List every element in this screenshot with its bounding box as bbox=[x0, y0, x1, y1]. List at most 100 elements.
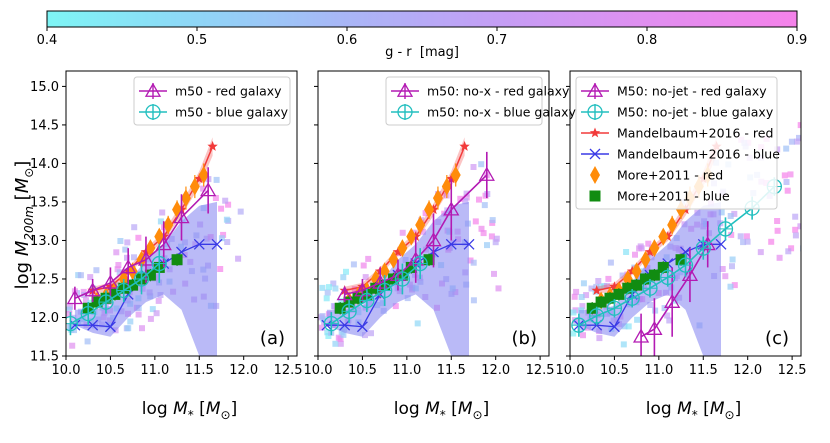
histogram-bin bbox=[727, 213, 734, 219]
x-axis-label: log M* [M⊙] bbox=[394, 399, 489, 422]
histogram-bin bbox=[467, 257, 474, 264]
histogram-bin bbox=[116, 269, 123, 276]
histogram-bin bbox=[200, 185, 207, 192]
triangle-marker bbox=[173, 209, 190, 224]
histogram-bin bbox=[489, 217, 496, 224]
histogram-bin bbox=[77, 272, 84, 279]
colorbar-tick-label: 0.6 bbox=[337, 33, 358, 48]
square-marker bbox=[657, 261, 669, 273]
x-axis-label: log M* [M⊙] bbox=[646, 399, 741, 422]
histogram-bin bbox=[785, 248, 792, 255]
histogram-bin bbox=[603, 282, 610, 289]
x-tick-label: 10.0 bbox=[556, 363, 585, 378]
panel-label: (b) bbox=[512, 328, 537, 349]
square-marker bbox=[91, 296, 103, 308]
histogram-bin bbox=[225, 201, 232, 208]
histogram-bin bbox=[481, 202, 488, 209]
histogram-bin bbox=[93, 267, 100, 274]
histogram-bin bbox=[362, 274, 369, 281]
panel-label: (c) bbox=[765, 328, 789, 349]
histogram-bin bbox=[783, 179, 790, 185]
diamond-marker bbox=[450, 165, 461, 184]
square-marker bbox=[648, 269, 660, 281]
histogram-bin bbox=[729, 256, 736, 263]
triangle-marker bbox=[389, 266, 407, 282]
histogram-bin bbox=[727, 283, 734, 290]
y-tick-label: 11.5 bbox=[30, 350, 59, 365]
triangle-marker bbox=[478, 166, 495, 181]
colorbar-tick-label: 0.4 bbox=[37, 33, 58, 48]
triangle-marker bbox=[137, 251, 155, 266]
diamond-marker bbox=[397, 239, 408, 258]
legend-label: More+2011 - red bbox=[617, 168, 723, 183]
diamond-marker bbox=[432, 189, 443, 208]
diamond-marker bbox=[424, 200, 435, 219]
diamond-marker bbox=[590, 166, 600, 184]
histogram-bin bbox=[80, 288, 87, 295]
histogram-bin bbox=[493, 235, 500, 242]
star-marker bbox=[207, 141, 218, 151]
triangle-marker bbox=[425, 232, 442, 247]
square-marker bbox=[604, 292, 616, 304]
histogram-bin bbox=[155, 297, 162, 304]
histogram-bin bbox=[580, 280, 587, 287]
histogram-bin bbox=[784, 187, 791, 194]
histogram-bin bbox=[596, 335, 603, 342]
histogram-bin bbox=[332, 340, 339, 347]
square-marker bbox=[405, 261, 417, 273]
triangle-marker bbox=[407, 251, 424, 266]
legend-label: m50 - blue galaxy bbox=[175, 105, 289, 120]
triangle-marker bbox=[144, 82, 162, 97]
histogram-bin bbox=[125, 325, 132, 332]
x-marker bbox=[356, 321, 368, 333]
histogram-bin bbox=[768, 238, 775, 245]
x-marker bbox=[339, 319, 351, 331]
histogram-bin bbox=[491, 270, 497, 277]
histogram-bin bbox=[634, 316, 641, 323]
x-tick-label: 12.5 bbox=[274, 363, 303, 378]
histogram-bin bbox=[625, 323, 632, 330]
histogram-bin bbox=[792, 213, 799, 220]
histogram-bin bbox=[235, 255, 242, 262]
histogram-bin bbox=[419, 228, 426, 235]
histogram-bin bbox=[153, 310, 160, 317]
triangle-marker bbox=[102, 274, 119, 289]
histogram-bin bbox=[719, 266, 726, 272]
star-marker bbox=[589, 127, 601, 138]
histogram-bin bbox=[595, 278, 602, 284]
histogram-bin bbox=[731, 210, 738, 217]
histogram-bin bbox=[645, 240, 652, 247]
axes-frame bbox=[65, 70, 298, 357]
x-tick-label: 10.5 bbox=[96, 363, 125, 378]
star-marker bbox=[392, 246, 404, 257]
star-marker bbox=[644, 246, 656, 257]
square-marker bbox=[144, 269, 156, 281]
histogram-bin bbox=[573, 288, 580, 295]
histogram-bin bbox=[488, 233, 495, 240]
x-tick-label: 11.0 bbox=[644, 363, 673, 378]
y-tick-label: 14.5 bbox=[30, 118, 59, 133]
legend-label: m50: no-x - red galaxy bbox=[427, 84, 570, 99]
histogram-bin bbox=[607, 259, 614, 266]
x-marker bbox=[193, 238, 205, 250]
histogram-bin bbox=[222, 197, 229, 204]
histogram-bin bbox=[793, 138, 800, 145]
legend-label: Mandelbaum+2016 - red bbox=[617, 126, 773, 141]
legend-label: Mandelbaum+2016 - blue bbox=[617, 147, 780, 162]
square-marker bbox=[388, 273, 400, 285]
histogram-bin bbox=[212, 195, 219, 201]
star-marker bbox=[591, 285, 602, 295]
histogram-bin bbox=[605, 275, 612, 282]
histogram-bin bbox=[648, 254, 655, 261]
histogram-bin bbox=[66, 306, 73, 313]
blue-sim-line bbox=[330, 262, 421, 325]
histogram-bin bbox=[122, 246, 129, 253]
histogram-bin bbox=[337, 340, 344, 347]
histogram-bin bbox=[319, 284, 326, 291]
x-tick-label: 10.0 bbox=[304, 363, 333, 378]
histogram-bin bbox=[149, 306, 156, 313]
square-marker bbox=[595, 296, 607, 308]
x-tick-label: 12.0 bbox=[229, 363, 258, 378]
diamond-marker bbox=[415, 216, 426, 235]
histogram-bin bbox=[478, 225, 485, 232]
